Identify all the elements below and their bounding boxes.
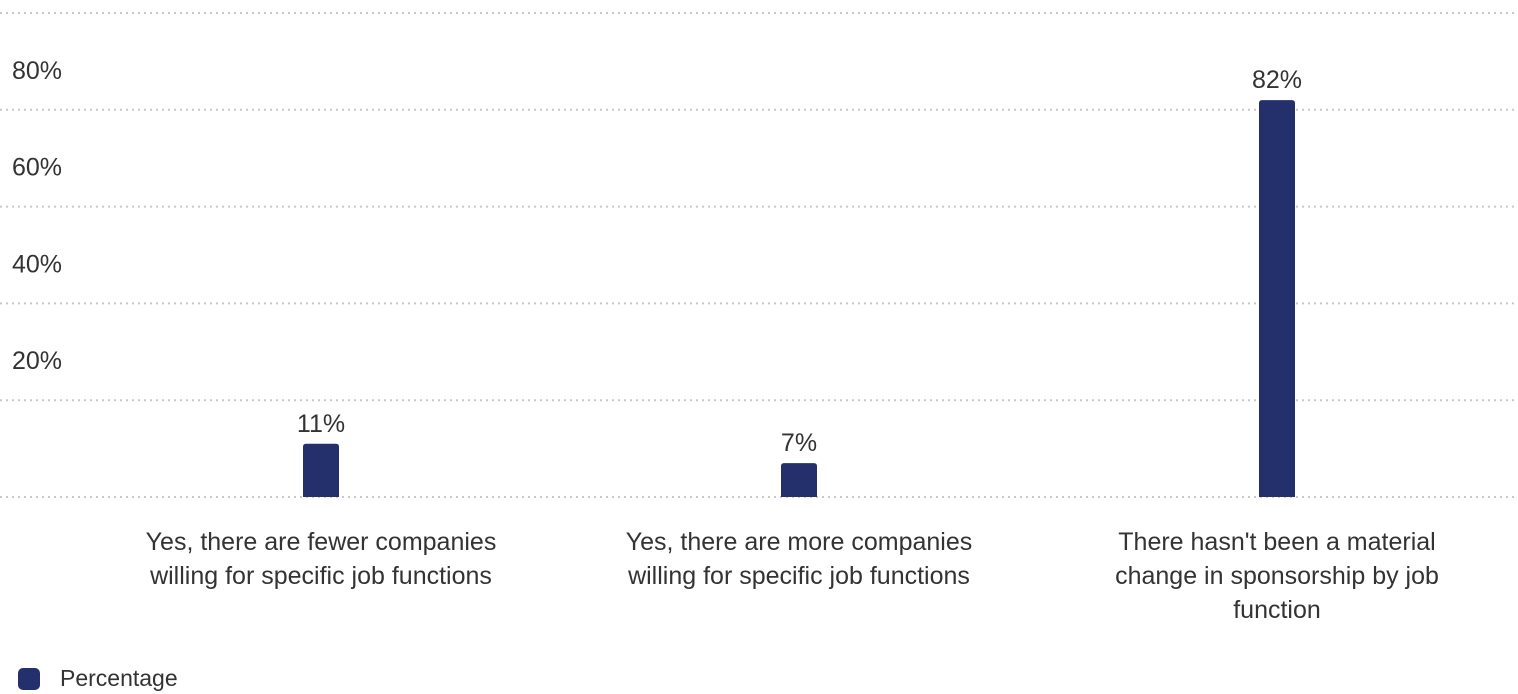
category-label-line: change in sponsorship by job (1115, 562, 1439, 590)
y-tick-label: 80% (12, 57, 62, 85)
category-label: There hasn't been a material change in sp… (1115, 528, 1439, 624)
bars (303, 100, 1295, 498)
data-label: 11% (297, 410, 345, 438)
y-tick-label: 20% (12, 347, 62, 375)
category-label-line: Yes, there are more companies (626, 528, 972, 556)
bar (781, 463, 817, 497)
data-label: 82% (1252, 66, 1302, 94)
y-tick-label: 40% (12, 250, 62, 278)
category-label-line: Yes, there are fewer companies (146, 528, 497, 556)
legend[interactable]: Percentage (18, 665, 178, 692)
bar (303, 443, 339, 497)
category-label-line: willing for specific job functions (627, 562, 970, 590)
data-labels: 11% 7% 82% (297, 66, 1302, 457)
legend-label: Percentage (60, 665, 178, 691)
y-axis-ticks: 20%40%60%80%100% (12, 57, 62, 375)
x-axis-categories: Yes, there are fewer companies willing fo… (146, 528, 1439, 624)
category-label-line: There hasn't been a material (1118, 528, 1435, 556)
data-label: 7% (781, 429, 817, 457)
category-label-line: willing for specific job functions (149, 562, 492, 590)
legend-swatch (18, 667, 40, 690)
category-label-line: function (1233, 596, 1321, 624)
category-label: Yes, there are fewer companies willing fo… (146, 528, 497, 590)
bar (1259, 100, 1295, 498)
gridlines (0, 12, 1518, 498)
category-label: Yes, there are more companies willing for… (626, 528, 972, 590)
y-tick-label: 60% (12, 154, 62, 182)
